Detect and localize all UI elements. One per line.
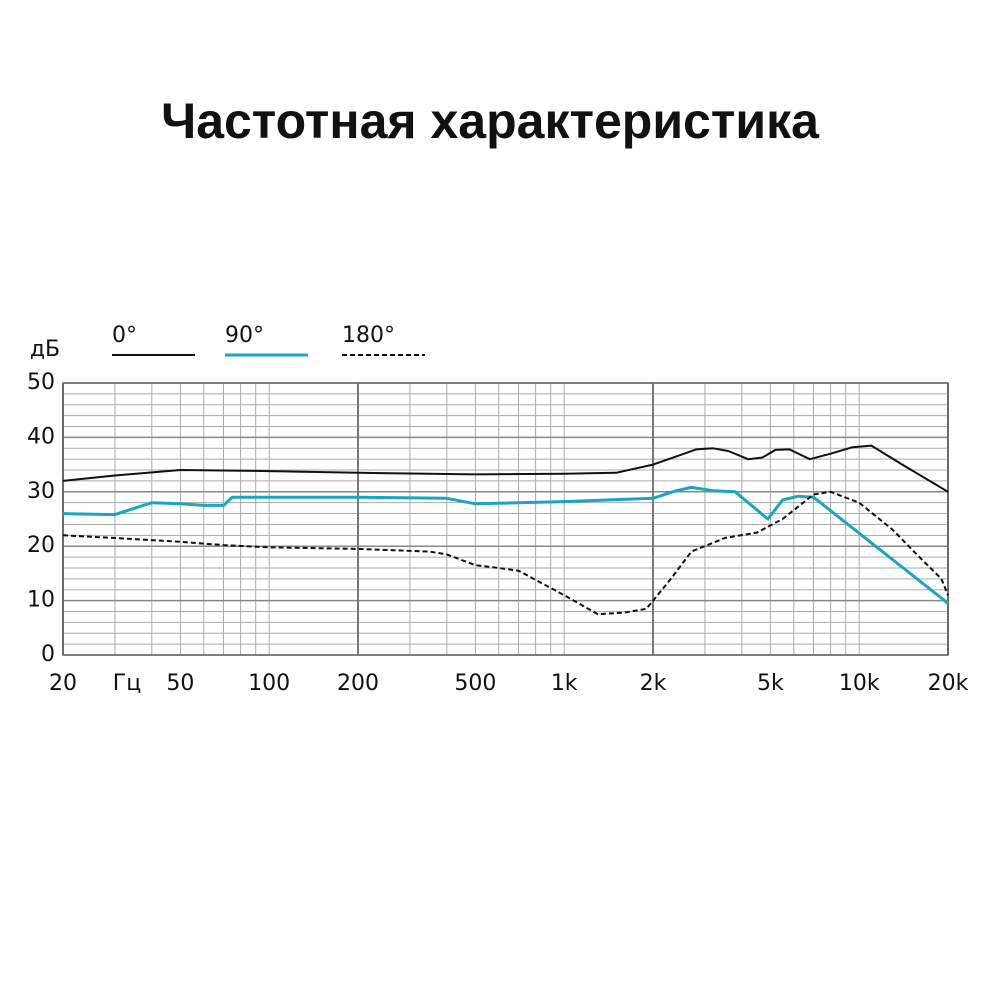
- series-line: [62, 444, 949, 493]
- y-tick-label: 0: [41, 642, 55, 667]
- x-tick-label: 1k: [551, 671, 578, 696]
- x-unit-label: Гц: [113, 671, 141, 696]
- series-line: [62, 485, 949, 605]
- y-tick-label: 10: [27, 588, 55, 613]
- x-tick-label: 2k: [640, 671, 667, 696]
- x-tick-label: 20: [49, 671, 77, 696]
- x-tick-label: 20k: [928, 671, 969, 696]
- y-axis-label: дБ: [30, 337, 60, 362]
- y-tick-label: 30: [27, 479, 55, 504]
- y-tick-label: 20: [27, 533, 55, 558]
- y-tick-label: 40: [27, 424, 55, 449]
- y-tick-label: 50: [27, 370, 55, 395]
- x-tick-label: 200: [337, 671, 379, 696]
- legend-label: 0°: [112, 323, 137, 348]
- x-tick-label: 5k: [757, 671, 784, 696]
- x-tick-label: 100: [248, 671, 290, 696]
- x-tick-label: 50: [166, 671, 194, 696]
- x-tick-label: 10k: [839, 671, 880, 696]
- legend-label: 180°: [342, 323, 395, 348]
- legend-label: 90°: [225, 323, 264, 348]
- chart-title: Частотная характеристика: [161, 93, 820, 149]
- x-tick-label: 500: [454, 671, 496, 696]
- series-line: [62, 490, 949, 616]
- plot-frame: [62, 382, 949, 656]
